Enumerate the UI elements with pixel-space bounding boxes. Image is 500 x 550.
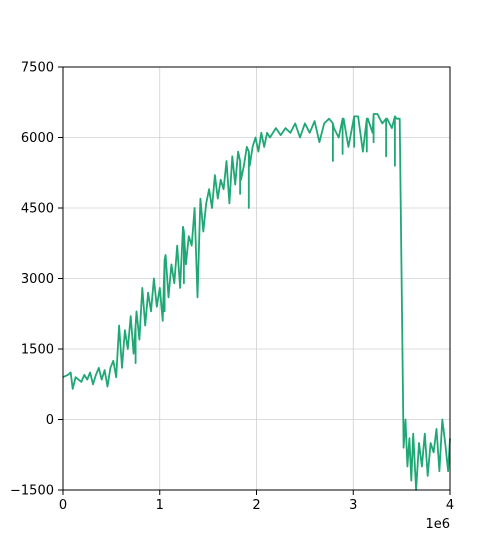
x-tick-label: 0 <box>59 498 67 513</box>
y-tick-label: 0 <box>46 413 54 428</box>
y-tick-label: 3000 <box>21 272 54 287</box>
y-tick-label: 1500 <box>21 343 54 358</box>
y-tick-label: 4500 <box>21 202 54 217</box>
x-tick-label: 4 <box>446 498 454 513</box>
y-axis: −1500 0 1500 3000 4500 6000 7500 <box>10 61 63 499</box>
y-tick-label: −1500 <box>10 484 54 499</box>
x-tick-label: 1 <box>156 498 164 513</box>
x-axis: 0 1 2 3 4 <box>59 490 454 513</box>
x-tick-label: 2 <box>252 498 260 513</box>
x-offset-label: 1e6 <box>425 517 450 532</box>
x-tick-label: 3 <box>349 498 357 513</box>
series-layer <box>62 113 451 491</box>
series-line-0 <box>62 113 451 491</box>
gridlines <box>62 66 451 491</box>
y-tick-label: 7500 <box>21 61 54 76</box>
y-tick-label: 6000 <box>21 131 54 146</box>
